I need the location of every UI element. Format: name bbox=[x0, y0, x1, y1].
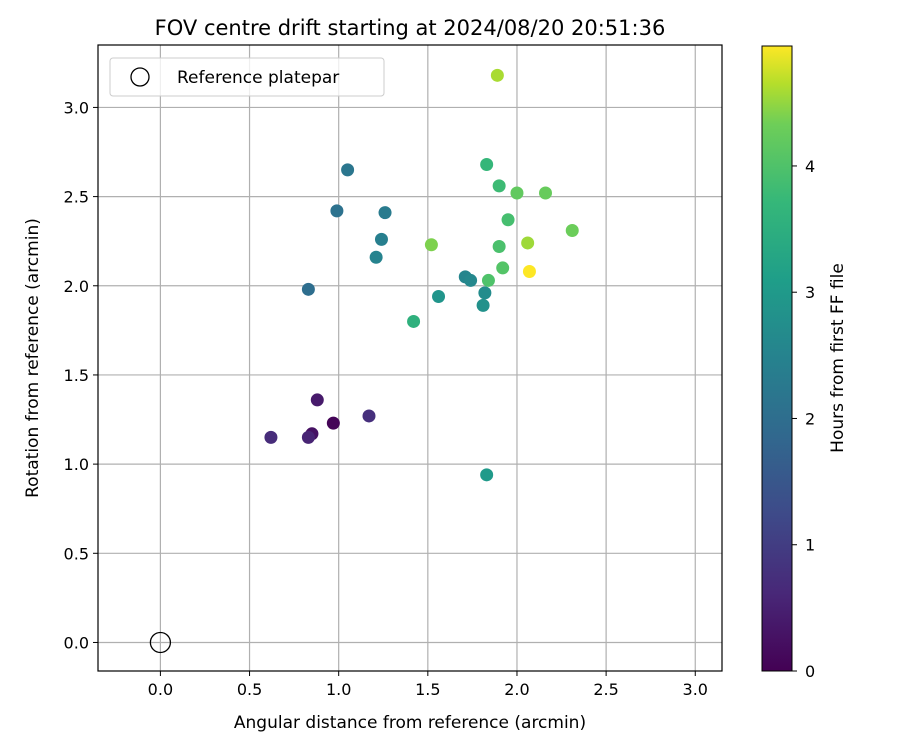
plot-frame bbox=[97, 44, 723, 672]
colorbar-tick-label: 2 bbox=[805, 409, 815, 428]
chart-title: FOV centre drift starting at 2024/08/20 … bbox=[155, 16, 666, 40]
y-tick-label: 0.0 bbox=[64, 633, 89, 652]
colorbar-tick-label: 4 bbox=[805, 157, 815, 176]
legend-box bbox=[109, 57, 385, 97]
scatter-point bbox=[521, 236, 535, 250]
scatter-point bbox=[522, 265, 536, 279]
scatter-point bbox=[496, 261, 510, 275]
scatter-point bbox=[476, 298, 490, 312]
x-tick-label: 1.0 bbox=[326, 680, 351, 699]
y-tick-label: 2.0 bbox=[64, 277, 89, 296]
colorbar-label: Hours from first FF file bbox=[828, 263, 848, 453]
scatter-point bbox=[501, 213, 515, 227]
x-axis-ticks: 0.0 0.5 1.0 1.5 2.0 2.5 3.0 bbox=[148, 671, 708, 699]
scatter-point bbox=[464, 273, 478, 287]
reference-marker-layer bbox=[149, 631, 172, 654]
scatter-point bbox=[490, 68, 504, 82]
scatter-point bbox=[478, 286, 492, 300]
x-tick-label: 0.0 bbox=[148, 680, 173, 699]
colorbar-tick-label: 1 bbox=[805, 536, 815, 555]
scatter-point bbox=[369, 250, 383, 264]
y-axis-label: Rotation from reference (arcmin) bbox=[23, 218, 43, 498]
scatter-point bbox=[362, 409, 376, 423]
scatter-point bbox=[310, 393, 324, 407]
scatter-point bbox=[538, 186, 552, 200]
data-points bbox=[264, 68, 579, 482]
scatter-point bbox=[301, 282, 315, 296]
colorbar-tick-label: 3 bbox=[805, 283, 815, 302]
y-tick-label: 3.0 bbox=[64, 98, 89, 117]
legend: Reference platepar bbox=[109, 57, 385, 97]
scatter-point bbox=[481, 273, 495, 287]
scatter-point bbox=[480, 468, 494, 482]
y-tick-label: 1.5 bbox=[64, 366, 89, 385]
scatter-point bbox=[378, 206, 392, 220]
colorbar-ticks: 0 1 2 3 4 bbox=[792, 157, 815, 681]
y-tick-label: 1.0 bbox=[64, 455, 89, 474]
legend-entry-label: Reference platepar bbox=[177, 68, 339, 88]
colorbar-gradient bbox=[761, 45, 793, 672]
scatter-point bbox=[301, 430, 315, 444]
colorbar-tick-label: 0 bbox=[805, 662, 815, 681]
scatter-point bbox=[341, 163, 355, 177]
x-tick-label: 0.5 bbox=[237, 680, 262, 699]
reference-platepar-marker bbox=[149, 631, 172, 654]
colorbar: 0 1 2 3 4 Hours from first FF file bbox=[761, 45, 848, 681]
scatter-point bbox=[264, 430, 278, 444]
scatter-point bbox=[432, 289, 446, 303]
scatter-point bbox=[424, 238, 438, 252]
x-axis-label: Angular distance from reference (arcmin) bbox=[234, 713, 586, 733]
y-tick-label: 2.5 bbox=[64, 188, 89, 207]
scatter-point bbox=[374, 232, 388, 246]
scatter-point bbox=[565, 223, 579, 237]
scatter-point bbox=[492, 240, 506, 254]
y-axis-ticks: 0.0 0.5 1.0 1.5 2.0 2.5 3.0 bbox=[64, 98, 98, 652]
scatter-point bbox=[510, 186, 524, 200]
legend-marker-open-circle bbox=[130, 67, 150, 87]
scatter-point bbox=[407, 314, 421, 328]
x-tick-label: 2.0 bbox=[504, 680, 529, 699]
scatter-point bbox=[480, 157, 494, 171]
x-tick-label: 1.5 bbox=[415, 680, 440, 699]
x-tick-label: 3.0 bbox=[683, 680, 708, 699]
y-tick-label: 0.5 bbox=[64, 544, 89, 563]
x-tick-label: 2.5 bbox=[593, 680, 618, 699]
grid-lines bbox=[98, 45, 722, 671]
scatter-point bbox=[492, 179, 506, 193]
scatter-point bbox=[330, 204, 344, 218]
scatter-point bbox=[326, 416, 340, 430]
